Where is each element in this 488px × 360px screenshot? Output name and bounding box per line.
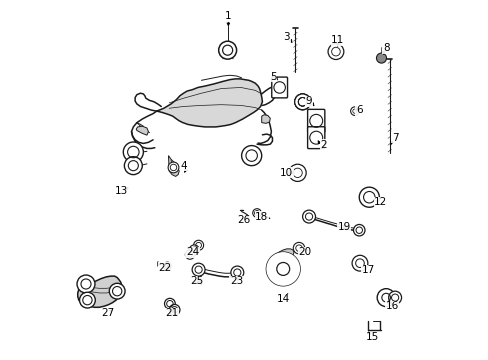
Text: 23: 23 xyxy=(229,276,243,286)
Polygon shape xyxy=(270,258,297,283)
Text: 3: 3 xyxy=(283,32,289,41)
Circle shape xyxy=(241,145,261,166)
Circle shape xyxy=(109,283,125,299)
Text: 9: 9 xyxy=(305,96,312,106)
Text: 14: 14 xyxy=(276,294,289,304)
Text: 22: 22 xyxy=(158,263,171,273)
Circle shape xyxy=(123,142,143,162)
Polygon shape xyxy=(261,115,270,123)
Text: 17: 17 xyxy=(361,265,374,275)
Polygon shape xyxy=(276,249,293,259)
Circle shape xyxy=(193,240,203,250)
Text: 19: 19 xyxy=(337,222,350,232)
Circle shape xyxy=(230,266,244,279)
Circle shape xyxy=(271,257,294,280)
FancyBboxPatch shape xyxy=(307,127,324,149)
Circle shape xyxy=(218,41,236,59)
Circle shape xyxy=(265,252,300,286)
Text: 1: 1 xyxy=(224,11,231,21)
Circle shape xyxy=(376,289,394,307)
Circle shape xyxy=(168,162,179,173)
Circle shape xyxy=(80,292,95,308)
Polygon shape xyxy=(78,276,122,307)
FancyBboxPatch shape xyxy=(271,77,287,98)
Circle shape xyxy=(388,291,401,304)
Polygon shape xyxy=(168,156,179,176)
Circle shape xyxy=(376,53,386,63)
Text: 5: 5 xyxy=(269,72,276,82)
Circle shape xyxy=(288,164,305,181)
Circle shape xyxy=(294,94,310,110)
Text: 12: 12 xyxy=(373,197,386,207)
Text: 8: 8 xyxy=(382,43,388,53)
Circle shape xyxy=(294,94,310,110)
Text: 25: 25 xyxy=(190,276,203,286)
Text: 6: 6 xyxy=(355,105,362,115)
Circle shape xyxy=(163,262,171,270)
Circle shape xyxy=(252,209,261,217)
Text: 21: 21 xyxy=(165,309,178,318)
Text: 2: 2 xyxy=(320,140,326,150)
Circle shape xyxy=(124,157,142,175)
Circle shape xyxy=(351,255,367,271)
Circle shape xyxy=(293,242,304,254)
Text: 18: 18 xyxy=(255,212,268,221)
Circle shape xyxy=(77,275,95,293)
Text: 13: 13 xyxy=(115,186,128,197)
Polygon shape xyxy=(156,79,262,127)
Text: 27: 27 xyxy=(101,309,114,318)
Text: 26: 26 xyxy=(237,215,250,225)
Circle shape xyxy=(185,250,194,259)
Circle shape xyxy=(189,245,199,255)
FancyBboxPatch shape xyxy=(307,109,324,132)
Text: 10: 10 xyxy=(280,168,293,178)
Text: 7: 7 xyxy=(391,133,398,143)
Circle shape xyxy=(302,210,315,223)
Text: 15: 15 xyxy=(366,332,379,342)
Polygon shape xyxy=(136,126,148,135)
Circle shape xyxy=(327,44,343,59)
Text: 16: 16 xyxy=(385,301,398,311)
Circle shape xyxy=(169,305,180,315)
Circle shape xyxy=(294,94,310,110)
Circle shape xyxy=(164,298,175,309)
Text: 11: 11 xyxy=(330,35,344,45)
Circle shape xyxy=(359,187,379,207)
Circle shape xyxy=(350,107,359,116)
Text: 24: 24 xyxy=(185,247,199,257)
Text: 20: 20 xyxy=(298,247,311,257)
Text: 4: 4 xyxy=(180,161,186,171)
Circle shape xyxy=(192,263,204,276)
Circle shape xyxy=(353,225,364,236)
